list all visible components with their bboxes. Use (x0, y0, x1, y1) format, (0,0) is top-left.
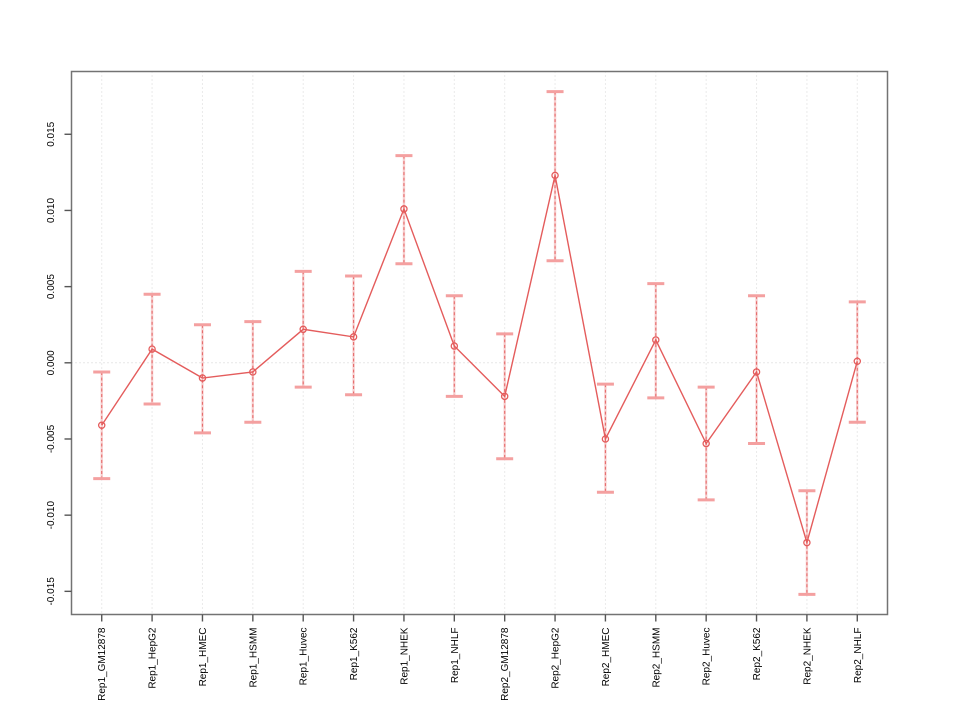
data-point (601, 435, 610, 443)
data-point (752, 368, 761, 376)
data-point (702, 439, 710, 448)
x-tick-label: Rep1_HMEC (198, 628, 209, 687)
data-point (450, 342, 459, 350)
y-tick-label: 0.015 (46, 121, 57, 146)
data-point (551, 171, 559, 180)
x-tick-label: Rep2_NHEK (802, 627, 813, 685)
data-point (148, 345, 156, 353)
y-tick-label: -0.005 (46, 424, 57, 453)
data-point (853, 357, 862, 366)
x-tick-label: Rep1_HepG2 (148, 627, 159, 689)
data-point (249, 368, 257, 376)
y-tick-label: 0.010 (46, 198, 57, 223)
x-tick-label: Rep2_GM12878 (500, 627, 511, 701)
data-point (299, 325, 307, 334)
x-tick-label: Rep2_NHLF (853, 628, 864, 684)
data-point (97, 421, 106, 430)
y-tick-label: -0.010 (46, 501, 57, 530)
data-point (349, 333, 358, 341)
x-tick-label: Rep2_Huvec (702, 628, 713, 686)
x-tick-label: Rep2_K562 (752, 627, 763, 680)
x-tick-label: Rep1_NHLF (450, 628, 461, 684)
x-tick-label: Rep1_Huvec (299, 628, 310, 686)
x-tick-label: Rep1_NHEK (399, 627, 410, 685)
x-tick-label: Rep2_HepG2 (551, 627, 562, 689)
data-point (198, 374, 207, 382)
x-tick-label: Rep1_GM12878 (97, 627, 108, 701)
x-tick-label: Rep1_K562 (349, 627, 360, 680)
series-line (101, 175, 858, 546)
y-tick-label: -0.015 (46, 577, 57, 606)
y-tick-label: 0.000 (46, 350, 57, 375)
data-point (652, 336, 660, 344)
x-tick-label: Rep1_HSMM (248, 628, 259, 688)
data-point (500, 392, 509, 401)
data-point (803, 538, 811, 547)
x-tick-label: Rep2_HSMM (651, 628, 662, 688)
data-point (400, 205, 408, 213)
x-tick-label: Rep2_HMEC (601, 628, 612, 687)
y-tick-label: 0.005 (46, 274, 57, 299)
plot-border (70, 70, 889, 616)
